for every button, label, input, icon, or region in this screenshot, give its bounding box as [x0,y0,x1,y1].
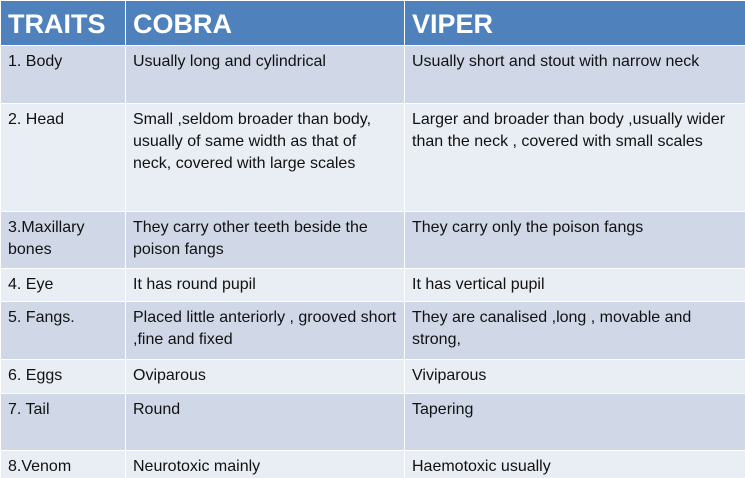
table-row: 3.Maxillary bones They carry other teeth… [0,211,745,269]
cobra-cell: Placed little anteriorly , grooved short… [125,301,405,360]
viper-cell: It has vertical pupil [404,268,745,302]
viper-cell: Haemotoxic usually [404,450,745,478]
trait-cell: 5. Fangs. [0,301,126,360]
table-row: 6. Eggs Oviparous Viviparous [0,359,745,394]
viper-cell: Usually short and stout with narrow neck [404,45,745,104]
trait-cell: 7. Tail [0,393,126,451]
cobra-cell: Usually long and cylindrical [125,45,405,104]
viper-cell: Larger and broader than body ,usually wi… [404,103,745,212]
header-cobra: COBRA [125,0,405,46]
header-viper: VIPER [404,0,745,46]
cobra-cell: It has round pupil [125,268,405,302]
viper-cell: Tapering [404,393,745,451]
trait-cell: 4. Eye [0,268,126,302]
viper-cell: They are canalised ,long , movable and s… [404,301,745,360]
table-row: 8.Venom Neurotoxic mainly Haemotoxic usu… [0,450,745,478]
cobra-cell: Neurotoxic mainly [125,450,405,478]
viper-cell: Viviparous [404,359,745,394]
cobra-cell: Round [125,393,405,451]
cobra-cell: Small ,seldom broader than body, usually… [125,103,405,212]
table-header-row: TRAITS COBRA VIPER [0,0,745,46]
trait-cell: 1. Body [0,45,126,104]
table-row: 4. Eye It has round pupil It has vertica… [0,268,745,302]
cobra-cell: Oviparous [125,359,405,394]
table-row: 2. Head Small ,seldom broader than body,… [0,103,745,212]
header-traits: TRAITS [0,0,126,46]
trait-cell: 3.Maxillary bones [0,211,126,269]
table-row: 1. Body Usually long and cylindrical Usu… [0,45,745,104]
trait-cell: 8.Venom [0,450,126,478]
trait-cell: 2. Head [0,103,126,212]
table-row: 7. Tail Round Tapering [0,393,745,451]
table-row: 5. Fangs. Placed little anteriorly , gro… [0,301,745,360]
viper-cell: They carry only the poison fangs [404,211,745,269]
trait-cell: 6. Eggs [0,359,126,394]
cobra-cell: They carry other teeth beside the poison… [125,211,405,269]
